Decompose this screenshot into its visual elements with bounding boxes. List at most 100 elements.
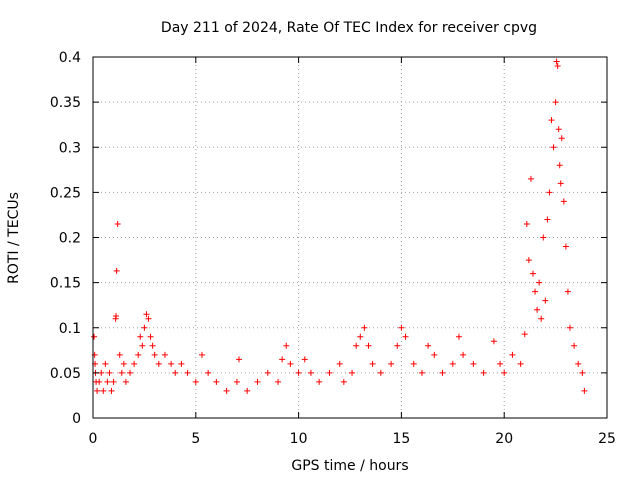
data-point [490, 338, 497, 345]
data-point [254, 378, 261, 385]
data-point [449, 360, 456, 367]
data-point [398, 324, 405, 331]
data-point [235, 356, 242, 363]
data-point [244, 387, 251, 394]
data-point [554, 63, 561, 70]
data-point [184, 369, 191, 376]
data-point [552, 99, 559, 106]
data-point [517, 360, 524, 367]
data-point [402, 333, 409, 340]
y-tick-label: 0 [72, 411, 81, 427]
data-point [556, 162, 563, 169]
data-point [161, 351, 168, 358]
data-point [264, 369, 271, 376]
data-point [527, 175, 534, 182]
data-point [480, 369, 487, 376]
data-point [579, 369, 586, 376]
data-point [529, 270, 536, 277]
data-point [106, 369, 113, 376]
data-point [540, 234, 547, 241]
data-point [369, 360, 376, 367]
data-point [155, 360, 162, 367]
data-point [560, 198, 567, 205]
data-point [564, 288, 571, 295]
data-point [149, 342, 156, 349]
y-tick-label: 0.35 [50, 95, 81, 111]
data-point [127, 369, 134, 376]
data-point [141, 324, 148, 331]
data-point [94, 387, 101, 394]
data-point [91, 333, 98, 340]
data-point [532, 288, 539, 295]
data-point [192, 378, 199, 385]
y-tick-label: 0.05 [50, 366, 81, 382]
data-point [279, 356, 286, 363]
data-point [558, 135, 565, 142]
data-point [137, 333, 144, 340]
data-point [198, 351, 205, 358]
data-point [336, 360, 343, 367]
data-point [118, 369, 125, 376]
data-point [425, 342, 432, 349]
data-point [213, 378, 220, 385]
data-point [575, 360, 582, 367]
data-point [135, 351, 142, 358]
scatter-points [91, 58, 588, 394]
data-point [168, 360, 175, 367]
data-point [525, 257, 532, 264]
data-point [377, 369, 384, 376]
data-point [205, 369, 212, 376]
data-point [557, 180, 564, 187]
data-point [534, 306, 541, 313]
data-point [287, 360, 294, 367]
data-point [460, 351, 467, 358]
data-point [571, 342, 578, 349]
y-tick-label: 0.1 [59, 321, 81, 337]
data-point [113, 313, 120, 320]
x-tick-label: 5 [191, 431, 200, 447]
data-point [546, 189, 553, 196]
data-point [439, 369, 446, 376]
data-point [326, 369, 333, 376]
data-point [110, 378, 117, 385]
data-point [307, 369, 314, 376]
data-point [523, 220, 530, 227]
data-point [361, 324, 368, 331]
data-point [283, 342, 290, 349]
data-point [544, 216, 551, 223]
x-tick-label: 15 [392, 431, 410, 447]
data-point [114, 220, 121, 227]
data-point [497, 360, 504, 367]
data-point [553, 58, 560, 65]
data-point [113, 267, 120, 274]
data-point [131, 360, 138, 367]
data-point [143, 311, 150, 318]
y-tick-label: 0.15 [50, 276, 81, 292]
y-tick-label: 0.2 [59, 231, 81, 247]
data-point [418, 369, 425, 376]
data-point [233, 378, 240, 385]
data-point [431, 351, 438, 358]
data-point [536, 279, 543, 286]
data-point [340, 378, 347, 385]
data-point [301, 356, 308, 363]
data-point [538, 315, 545, 322]
data-point [102, 360, 109, 367]
data-point [151, 351, 158, 358]
y-tick-label: 0.25 [50, 185, 81, 201]
data-point [388, 360, 395, 367]
data-point [104, 378, 111, 385]
axis-ticks: 0 5 10 15 20 25 0 0.05 0.1 0.15 0.2 0.25 0.3 0.35 0.4 [50, 50, 616, 447]
data-point [100, 387, 107, 394]
data-point [145, 315, 152, 322]
y-tick-label: 0.3 [59, 140, 81, 156]
data-point [410, 360, 417, 367]
data-point [120, 360, 127, 367]
x-tick-label: 0 [89, 431, 98, 447]
data-point [581, 387, 588, 394]
x-tick-label: 20 [495, 431, 513, 447]
data-point [178, 360, 185, 367]
data-point [172, 369, 179, 376]
data-point [521, 331, 528, 338]
